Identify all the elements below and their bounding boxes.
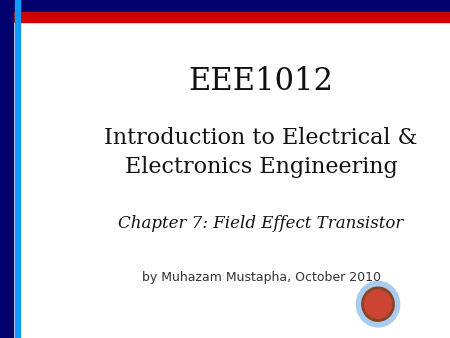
Bar — [0, 0, 13, 338]
Circle shape — [362, 287, 394, 321]
Circle shape — [364, 290, 392, 318]
Text: by Muhazam Mustapha, October 2010: by Muhazam Mustapha, October 2010 — [141, 271, 381, 284]
Text: Introduction to Electrical &
Electronics Engineering: Introduction to Electrical & Electronics… — [104, 127, 418, 177]
Bar — [15, 0, 20, 338]
Text: EEE1012: EEE1012 — [189, 66, 333, 97]
Text: Chapter 7: Field Effect Transistor: Chapter 7: Field Effect Transistor — [118, 215, 404, 232]
Bar — [0, 0, 450, 12]
Circle shape — [356, 282, 400, 327]
Bar — [0, 12, 450, 22]
